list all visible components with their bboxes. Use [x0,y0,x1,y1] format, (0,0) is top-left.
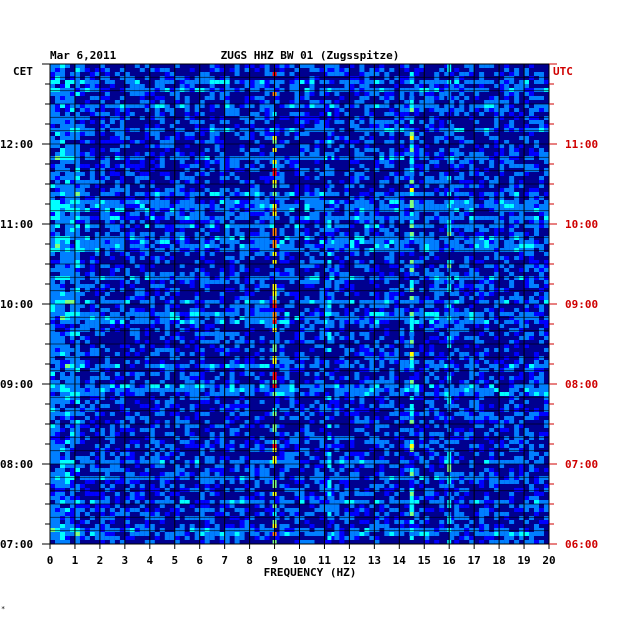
x-tick-label: 16 [443,554,457,567]
x-tick-label: 6 [196,554,203,567]
x-tick-label: 11 [318,554,332,567]
x-tick-label: 18 [492,554,505,567]
right-axis-label: UTC [553,65,573,78]
x-axis-label: FREQUENCY (HZ) [264,566,357,579]
x-tick-label: 19 [517,554,530,567]
right-tick-label: 10:00 [565,218,598,231]
spectral-line-11.2hz [327,64,332,544]
x-tick-label: 8 [246,554,253,567]
x-tick-label: 13 [368,554,381,567]
x-tick-label: 10 [293,554,306,567]
left-tick-label: 08:00 [0,458,33,471]
x-tick-label: 20 [542,554,555,567]
x-tick-label: 3 [122,554,129,567]
x-tick-label: 14 [393,554,407,567]
x-tick-label: 15 [418,554,431,567]
right-tick-label: 07:00 [565,458,598,471]
left-tick-label: 09:00 [0,378,33,391]
corner-mark: * [1,605,6,613]
x-tick-label: 0 [47,554,54,567]
right-tick-label: 08:00 [565,378,598,391]
left-tick-label: 12:00 [0,138,33,151]
x-tick-label: 5 [171,554,178,567]
x-tick-label: 2 [97,554,104,567]
x-axis: 0 1 2 3 4 5 6 7 8 9 10 11 12 13 14 15 16 17 18 19 20 [47,544,556,567]
x-tick-label: 17 [468,554,481,567]
right-time-axis: 06:00 07:00 08:00 09:00 10:00 11:00 [549,63,598,551]
x-tick-label: 9 [271,554,278,567]
left-tick-label: 11:00 [0,218,33,231]
left-time-axis: 07:00 08:00 09:00 10:00 11:00 12:00 [0,63,50,551]
right-tick-label: 09:00 [565,298,598,311]
left-tick-label: 07:00 [0,538,33,551]
x-tick-label: 12 [343,554,356,567]
spectral-line-14.5hz [409,72,414,540]
right-tick-label: 06:00 [565,538,598,551]
spectrogram-texture [50,64,549,544]
plot-area [49,63,550,545]
right-tick-label: 11:00 [565,138,598,151]
x-tick-label: 7 [221,554,228,567]
chart-title: ZUGS HHZ BW 01 (Zugsspitze) [221,49,400,62]
x-tick-label: 1 [72,554,79,567]
left-axis-label: CET [13,65,33,78]
x-tick-label: 4 [146,554,153,567]
chart-date: Mar 6,2011 [50,49,117,62]
left-tick-label: 10:00 [0,298,33,311]
